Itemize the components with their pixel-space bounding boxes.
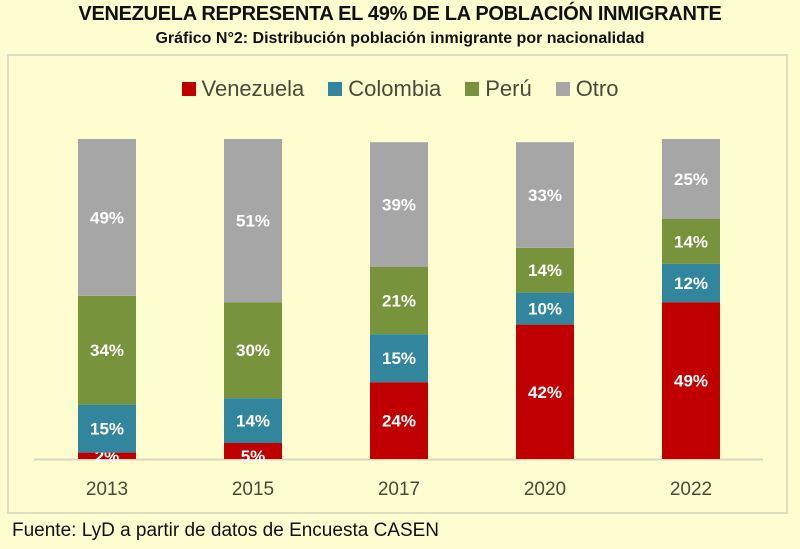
data-label: 14% [236,412,270,431]
legend-swatch-venezuela [181,82,196,96]
bar-segment-colombia-2017 [370,334,428,383]
chart-frame [7,54,788,514]
x-tick-label: 2017 [378,479,420,500]
data-label: 33% [528,186,562,205]
bar-segment-colombia-2015 [224,398,282,443]
data-label: 12% [674,274,708,293]
bar-group-2022: 49% 12% 14% 25% [662,139,720,459]
bar-segment-otro-2017 [370,142,428,267]
legend-label: Colombia [348,76,442,101]
bar-segment-venezuela-2020 [516,324,574,459]
data-label: 30% [236,341,270,360]
data-label: 42% [528,383,562,402]
legend-swatch-peru [465,82,480,96]
data-label: 5% [241,447,266,466]
data-label: 14% [674,232,708,251]
bar-segment-peru-2017 [370,267,428,335]
bar-group-2013: 2%15%34%49% [78,139,136,466]
chart-subtitle: Gráfico N°2: Distribución población inmi… [155,30,645,47]
bar-segment-peru-2013 [78,295,136,405]
legend-swatch-colombia [328,82,343,96]
x-tick-label: 2015 [232,479,274,500]
data-label: 14% [528,261,562,280]
bar-segment-otro-2013 [78,139,136,296]
legend-item-peru: Perú [465,76,532,102]
bar-segment-venezuela-2013 [78,452,136,459]
data-label: 21% [382,292,416,311]
legend-item-colombia: Colombia [328,76,441,102]
data-label: 15% [90,420,124,439]
x-tick-label: 2022 [670,479,712,500]
source-note: Fuente: LyD a partir de datos de Encuest… [12,520,440,541]
data-label: 24% [382,412,416,431]
data-label: 49% [90,208,124,227]
bar-segment-otro-2015 [224,139,282,303]
bar-segment-peru-2015 [224,302,282,399]
data-label: 51% [236,212,270,231]
bar-segment-peru-2022 [662,219,720,264]
bar-segment-otro-2020 [516,142,574,248]
data-label: 49% [674,372,708,391]
legend-label: Venezuela [201,76,305,101]
legend-item-venezuela: Venezuela [181,76,305,102]
bar-segment-colombia-2022 [662,263,720,303]
legend: Venezuela Colombia Perú Otro [0,76,800,102]
bar-segment-otro-2022 [662,139,720,219]
bar-group-2015: 5% 14% 30% 51% [224,139,282,466]
bar-group-2020: 42% 10% 14% 33% [516,142,574,459]
legend-swatch-otro [555,82,570,96]
bar-segment-venezuela-2017 [370,382,428,459]
bar-group-2017: 24% 15% 21% 39% [370,142,428,459]
data-label: 15% [382,349,416,368]
bar-segment-colombia-2020 [516,292,574,325]
legend-label: Perú [485,76,532,101]
x-tick-label: 2013 [86,479,128,500]
data-label: 10% [528,300,562,319]
legend-label: Otro [575,76,619,101]
data-label: 34% [90,341,124,360]
data-label: 39% [382,196,416,215]
bar-segment-venezuela-2015 [224,443,282,459]
chart-title: VENEZUELA REPRESENTA EL 49% DE LA POBLAC… [78,3,722,25]
legend-item-otro: Otro [555,76,619,102]
bar-segment-peru-2020 [516,247,574,293]
bar-segment-venezuela-2022 [662,302,720,459]
data-label: 25% [674,170,708,189]
bar-segment-colombia-2013 [78,404,136,453]
x-tick-label: 2020 [524,479,566,500]
